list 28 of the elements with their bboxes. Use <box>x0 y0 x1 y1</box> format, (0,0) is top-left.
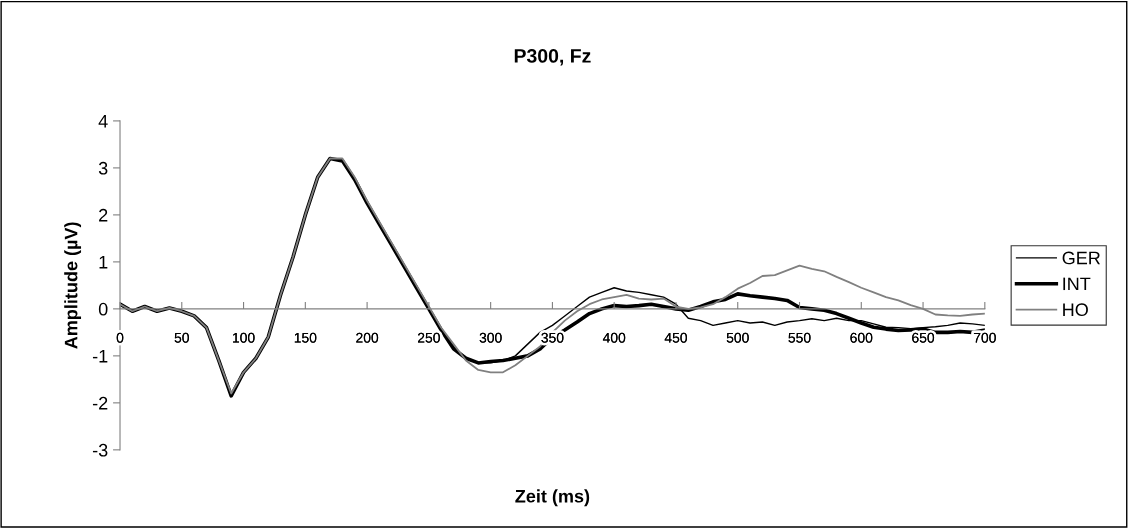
y-tick-label: 4 <box>98 115 108 128</box>
x-tick-label: 50 <box>174 332 189 343</box>
x-tick-label: 150 <box>294 332 317 343</box>
y-axis-title: Amplitude (µV) <box>64 222 82 349</box>
y-tick-label: 2 <box>99 208 108 222</box>
x-tick-label: 0 <box>116 332 124 343</box>
y-tick-label: -1 <box>92 349 108 363</box>
x-tick-label: 400 <box>602 332 626 343</box>
x-tick-label: 700 <box>973 332 996 343</box>
x-tick-label: 550 <box>788 332 811 343</box>
x-tick-label: 650 <box>912 332 935 343</box>
x-axis-title: Zeit (ms) <box>515 489 590 507</box>
y-tick-label: -2 <box>92 396 108 410</box>
x-tick-label: 500 <box>726 332 749 343</box>
x-tick-label: 450 <box>664 332 688 343</box>
legend-label: INT <box>1063 277 1091 291</box>
x-tick-label: 200 <box>356 332 379 343</box>
x-tick-label: 100 <box>233 332 255 343</box>
y-tick-label: 3 <box>98 161 108 175</box>
x-tick-label: 250 <box>417 332 440 343</box>
legend-label: HO <box>1063 303 1088 317</box>
chart-title: P300, Fz <box>514 49 591 66</box>
y-tick-label: 1 <box>99 256 108 269</box>
legend-label: GER <box>1062 251 1100 265</box>
x-tick-label: 600 <box>850 332 873 343</box>
x-tick-label: 300 <box>479 332 502 343</box>
y-tick-label: -3 <box>92 443 108 457</box>
y-tick-label: 0 <box>98 302 108 316</box>
